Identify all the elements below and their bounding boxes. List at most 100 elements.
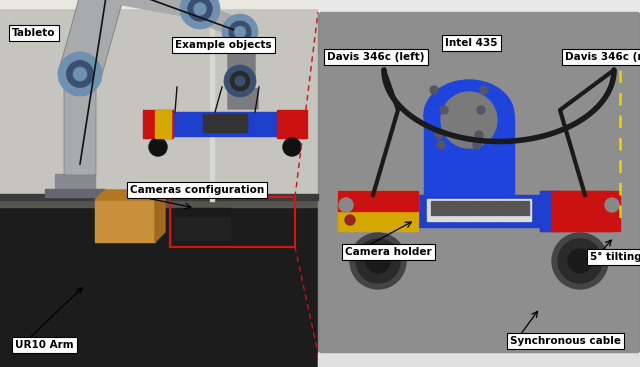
Bar	[449, 201, 451, 215]
Circle shape	[180, 0, 220, 29]
Bar	[0, 0, 318, 8]
Circle shape	[475, 131, 483, 139]
Bar	[500, 201, 502, 215]
Bar	[155, 110, 171, 138]
Bar	[497, 201, 499, 215]
Bar	[515, 201, 516, 215]
Bar	[503, 201, 504, 215]
Bar	[45, 189, 105, 197]
Text: 5° tilting: 5° tilting	[590, 252, 640, 262]
Circle shape	[366, 249, 390, 273]
Circle shape	[235, 26, 245, 37]
Text: Cameras configuration: Cameras configuration	[130, 185, 264, 195]
Circle shape	[440, 106, 448, 114]
Bar	[485, 201, 486, 215]
Polygon shape	[228, 32, 255, 79]
Circle shape	[283, 138, 301, 156]
Text: Davis 346c (left): Davis 346c (left)	[327, 52, 424, 62]
Bar	[540, 191, 620, 231]
Text: p: p	[7, 11, 12, 20]
Text: UR10 Arm: UR10 Arm	[15, 340, 74, 350]
Text: Tableto: Tableto	[12, 28, 56, 38]
Circle shape	[74, 68, 86, 81]
Bar	[165, 112, 285, 136]
Bar	[427, 199, 531, 221]
Bar	[521, 201, 522, 215]
Text: Synchronous cable: Synchronous cable	[510, 336, 621, 346]
Bar	[470, 201, 472, 215]
Circle shape	[430, 86, 438, 94]
Circle shape	[558, 239, 602, 283]
Circle shape	[149, 138, 167, 156]
Circle shape	[188, 0, 212, 21]
Text: Example objects: Example objects	[175, 40, 271, 50]
Bar	[518, 201, 520, 215]
Text: Intel 435: Intel 435	[445, 38, 497, 48]
Bar	[143, 110, 173, 138]
Bar	[491, 201, 493, 215]
Circle shape	[605, 198, 619, 212]
Bar	[473, 201, 474, 215]
Circle shape	[350, 233, 406, 289]
Circle shape	[568, 249, 592, 273]
Circle shape	[194, 3, 206, 15]
Bar	[440, 201, 442, 215]
Circle shape	[67, 61, 93, 87]
Bar	[170, 197, 295, 247]
Bar	[552, 191, 612, 231]
Circle shape	[480, 86, 488, 94]
Text: Davis 346c (right): Davis 346c (right)	[565, 52, 640, 62]
Circle shape	[339, 198, 353, 212]
Bar	[509, 201, 511, 215]
Bar	[488, 201, 490, 215]
Polygon shape	[190, 0, 240, 39]
Bar	[437, 201, 438, 215]
Bar	[424, 115, 514, 195]
Circle shape	[224, 65, 256, 97]
Bar	[476, 201, 477, 215]
Circle shape	[552, 233, 608, 289]
Circle shape	[437, 141, 445, 149]
Bar	[467, 201, 468, 215]
Circle shape	[58, 52, 102, 96]
Circle shape	[222, 14, 258, 50]
Bar	[0, 201, 318, 367]
Bar	[464, 201, 465, 215]
Circle shape	[441, 92, 497, 148]
FancyBboxPatch shape	[64, 73, 96, 175]
Bar	[506, 201, 508, 215]
Bar	[452, 201, 454, 215]
Circle shape	[229, 21, 251, 43]
Bar	[55, 174, 95, 194]
Bar	[431, 201, 433, 215]
Bar	[338, 191, 418, 211]
Bar	[175, 212, 230, 240]
Bar	[0, 199, 318, 207]
Bar	[524, 201, 525, 215]
Text: Camera holder: Camera holder	[345, 247, 431, 257]
Circle shape	[435, 131, 443, 139]
Bar	[446, 201, 447, 215]
Bar	[320, 12, 638, 352]
Bar	[318, 352, 640, 367]
Bar	[277, 110, 307, 138]
Circle shape	[345, 215, 355, 225]
Bar	[0, 194, 318, 200]
Polygon shape	[58, 0, 130, 74]
Circle shape	[477, 106, 485, 114]
Polygon shape	[228, 81, 258, 109]
Bar	[373, 195, 585, 227]
Polygon shape	[90, 0, 200, 19]
Bar	[210, 0, 214, 201]
Bar	[203, 114, 247, 132]
Bar	[318, 0, 640, 12]
Bar	[458, 201, 460, 215]
Bar	[527, 201, 529, 215]
Bar	[95, 200, 155, 242]
Bar	[175, 208, 230, 216]
Bar	[512, 201, 513, 215]
Circle shape	[473, 141, 481, 149]
Bar	[479, 201, 481, 215]
Bar	[494, 201, 495, 215]
Bar	[443, 201, 445, 215]
